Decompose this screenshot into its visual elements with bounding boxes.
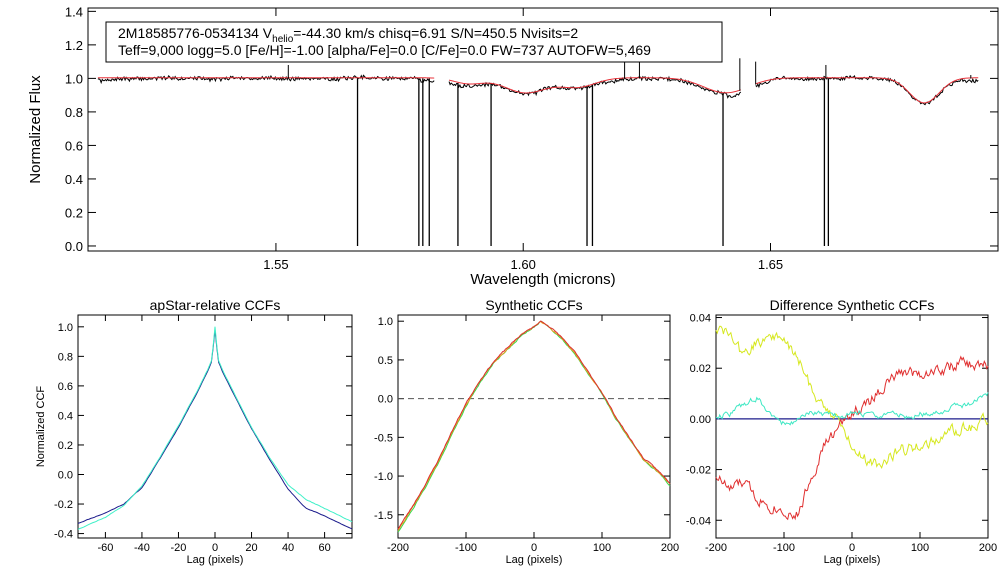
x-tick-label: -200 xyxy=(387,542,409,554)
model-spectrum-chip-2 xyxy=(448,77,741,94)
y-tick-label: -0.04 xyxy=(686,515,711,527)
y-tick-label: 0.02 xyxy=(690,363,711,375)
y-tick-label: 0.0 xyxy=(58,469,73,481)
x-tick-label: -200 xyxy=(705,542,727,554)
difference-ccf-panel: -200 -100 0 100 200 -0.04 -0.02 0.00 0.02 0.04 Dif… xyxy=(686,297,997,566)
y-tick-label: 0.2 xyxy=(65,205,83,220)
y-tick-label: -1.0 xyxy=(374,471,393,483)
x-tick-label: -60 xyxy=(97,542,113,554)
y-tick-label: -0.5 xyxy=(374,432,393,444)
y-tick-label: -0.02 xyxy=(686,465,711,477)
info-object: 2M18585776-0534134 xyxy=(118,25,263,41)
x-tick-label: -100 xyxy=(773,542,795,554)
y-tick-label: 0.6 xyxy=(65,138,83,153)
y-tick-label: -0.4 xyxy=(54,529,73,541)
y-tick-label: 0.8 xyxy=(58,351,73,363)
info-v-value: =-44.30 km/s xyxy=(293,25,378,41)
info-v-subscript: helio xyxy=(272,34,294,45)
plot-frame xyxy=(77,314,353,539)
x-tick-label: -40 xyxy=(134,542,150,554)
x-tick-label: 1.55 xyxy=(263,257,288,272)
observed-spectrum-chip-3 xyxy=(755,74,979,106)
x-tick-label: 100 xyxy=(911,542,929,554)
x-axis-label: Wavelength (microns) xyxy=(470,271,615,288)
y-tick-label: 0.6 xyxy=(58,381,73,393)
chart-title: Difference Synthetic CCFs xyxy=(770,297,935,313)
y-tick-label: 0.5 xyxy=(378,355,393,367)
y-tick-label: 1.0 xyxy=(378,316,393,328)
x-tick-label: 1.65 xyxy=(758,257,783,272)
observed-spectrum-chip-2 xyxy=(448,75,742,99)
info-v-prefix: V xyxy=(263,25,273,41)
synthetic-ccf-panel: -200 -100 0 100 200 -1.5 -1.0 -0.5 0.0 0.5 1.0 Synt… xyxy=(374,297,679,566)
y-tick-label: 0.04 xyxy=(690,313,711,325)
ccf-series-synthetic-A xyxy=(397,320,671,533)
ccf-series-diff-red xyxy=(715,355,989,521)
y-tick-label: 0.4 xyxy=(65,172,83,187)
y-tick-label: 0.2 xyxy=(58,440,73,452)
spectrum-panel: 1.55 1.60 1.65 0.0 0.2 0.4 0.6 0.8 1.0 1.2 1.4 Wave… xyxy=(27,4,999,288)
y-axis-label: Normalized CCF xyxy=(35,386,47,468)
chart-title: Synthetic CCFs xyxy=(485,297,582,313)
x-tick-label: 0 xyxy=(212,542,218,554)
apstar-ccf-panel: -60 -40 -20 0 20 40 60 -0.4 -0.2 0.0 0.2 0.4 0.6 0.8 1… xyxy=(35,297,353,566)
y-axis-label: Normalized Flux xyxy=(27,75,44,184)
x-tick-label: 60 xyxy=(318,542,330,554)
y-tick-label: 0.0 xyxy=(65,239,83,254)
y-tick-label: 1.4 xyxy=(65,4,83,19)
x-tick-label: -100 xyxy=(455,542,477,554)
y-tick-label: 1.0 xyxy=(65,71,83,86)
model-spectrum-chip-3 xyxy=(755,77,979,104)
plot-frame xyxy=(397,314,671,539)
info-rest: chisq=6.91 S/N=450.5 Nvisits=2 xyxy=(378,25,578,41)
x-tick-label: 0 xyxy=(531,542,537,554)
info-line-2: Teff=9,000 logg=5.0 [Fe/H]=-1.00 [alpha/… xyxy=(118,42,651,58)
y-tick-label: 0.00 xyxy=(690,414,711,426)
x-tick-label: 20 xyxy=(245,542,257,554)
y-tick-label: -0.2 xyxy=(54,499,73,511)
chart-title: apStar-relative CCFs xyxy=(150,297,281,313)
ccf-series-synthetic-C xyxy=(397,320,671,530)
info-box-frame xyxy=(105,21,723,63)
ccf-series-synthetic-B xyxy=(397,321,671,531)
x-tick-label: -20 xyxy=(171,542,187,554)
info-box: 2M18585776-0534134 Vhelio=-44.30 km/s ch… xyxy=(105,21,723,63)
x-tick-label: 1.60 xyxy=(511,257,536,272)
x-tick-label: 0 xyxy=(849,542,855,554)
y-tick-label: -1.5 xyxy=(374,510,393,522)
x-tick-label: 100 xyxy=(593,542,611,554)
plot-frame xyxy=(715,314,989,539)
info-line-1: 2M18585776-0534134 Vhelio=-44.30 km/s ch… xyxy=(118,25,578,45)
ccf-series-visit-1 xyxy=(77,329,353,530)
y-tick-label: 1.0 xyxy=(58,322,73,334)
ccf-series-diff-cyan xyxy=(715,392,989,426)
x-tick-label: 200 xyxy=(661,542,679,554)
y-tick-label: 0.0 xyxy=(378,394,393,406)
x-tick-label: 40 xyxy=(282,542,294,554)
plot-frame xyxy=(87,7,999,252)
y-tick-label: 1.2 xyxy=(65,38,83,53)
x-axis-label: Lag (pixels) xyxy=(187,554,244,566)
x-axis-label: Lag (pixels) xyxy=(506,554,563,566)
observed-spectrum-chip-1 xyxy=(97,74,435,85)
x-tick-label: 200 xyxy=(979,542,997,554)
y-tick-label: 0.4 xyxy=(58,410,73,422)
ccf-series-diff-yellow xyxy=(715,325,989,469)
ccf-series-visit-2 xyxy=(77,326,353,530)
x-axis-label: Lag (pixels) xyxy=(824,554,881,566)
y-tick-label: 0.8 xyxy=(65,105,83,120)
